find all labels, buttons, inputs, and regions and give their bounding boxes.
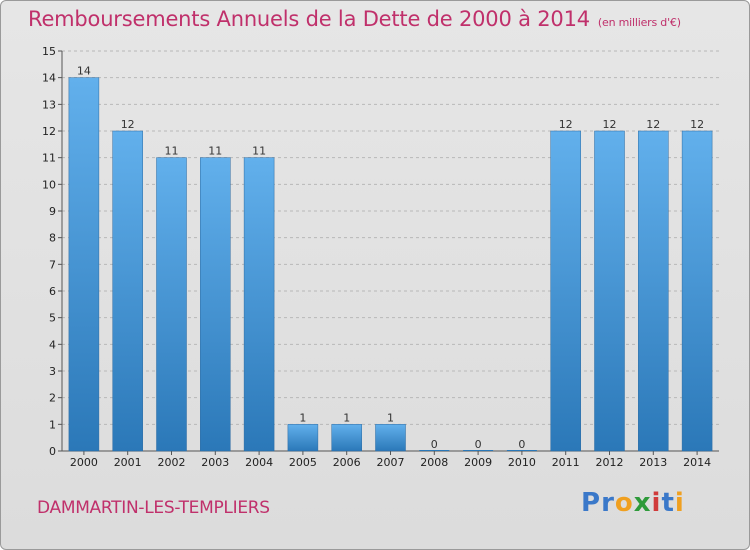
y-tick-label: 5: [49, 312, 56, 325]
bar: [243, 157, 275, 452]
bars: [68, 77, 713, 452]
y-tick-label: 13: [42, 98, 56, 111]
x-tick-label: 2012: [596, 456, 624, 469]
y-tick-label: 6: [49, 285, 56, 298]
unit-label: (en milliers d'€): [597, 16, 681, 29]
x-tick-label: 2007: [377, 456, 405, 469]
bar: [594, 130, 625, 452]
bar-value-label: 12: [559, 118, 573, 131]
bar: [331, 424, 362, 452]
x-tick-label: 2001: [114, 456, 142, 469]
y-tick-label: 9: [49, 205, 56, 218]
x-tick-label: 2002: [158, 456, 186, 469]
x-tick-label: 2014: [683, 456, 711, 469]
bar: [375, 424, 406, 452]
x-tick-label: 2010: [508, 456, 536, 469]
logo-letter: r: [601, 488, 615, 518]
y-tick-label: 0: [49, 445, 56, 458]
y-tick-label: 15: [42, 45, 56, 58]
proxiti-logo: Proxiti: [581, 488, 685, 518]
x-tick-label: 2004: [245, 456, 273, 469]
y-tick-label: 10: [42, 178, 56, 191]
place-name: DAMMARTIN-LES-TEMPLIERS: [37, 498, 270, 518]
bar: [287, 424, 319, 452]
bar: [68, 77, 100, 452]
bar-value-label: 12: [646, 118, 660, 131]
bar-value-label: 0: [518, 438, 525, 451]
bar-value-label: 1: [299, 411, 306, 424]
x-tick-label: 2006: [333, 456, 361, 469]
x-tick-label: 2003: [201, 456, 229, 469]
x-tick-label: 2000: [70, 456, 98, 469]
y-tick-label: 1: [49, 418, 56, 431]
bar-value-label: 0: [431, 438, 438, 451]
bar-value-label: 1: [387, 411, 394, 424]
logo-letter: t: [661, 488, 675, 518]
y-tick-label: 11: [42, 152, 56, 165]
bar-value-label: 12: [603, 118, 617, 131]
logo-letter: x: [633, 488, 652, 518]
logo-letter: i: [651, 488, 662, 518]
bar-value-label: 11: [252, 145, 266, 158]
bar-value-label: 12: [690, 118, 704, 131]
bar-value-label: 14: [77, 65, 91, 78]
bar: [550, 130, 581, 452]
bar-value-label: 11: [208, 145, 222, 158]
bar: [681, 130, 713, 452]
y-tick-label: 4: [49, 338, 56, 351]
x-tick-label: 2009: [464, 456, 492, 469]
y-tick-label: 14: [42, 72, 56, 85]
y-tick-label: 3: [49, 365, 56, 378]
x-tick-label: 2005: [289, 456, 317, 469]
x-tick-label: 2008: [420, 456, 448, 469]
logo-letter: P: [581, 488, 602, 518]
y-tick-label: 7: [49, 258, 56, 271]
y-tick-label: 2: [49, 392, 56, 405]
bar: [638, 130, 669, 452]
x-tick-labels: 2000 2001 2002 2003 2004 2005 2006 2007 2008 2009…: [70, 456, 711, 469]
bar: [156, 157, 187, 452]
x-tick-label: 2011: [552, 456, 580, 469]
chart-title: Remboursements Annuels de la Dette de 20…: [28, 7, 681, 31]
chart-title-text: Remboursements Annuels de la Dette de 20…: [28, 7, 590, 31]
x-tick-label: 2013: [639, 456, 667, 469]
bar-value-label: 11: [165, 145, 179, 158]
y-tick-label: 8: [49, 232, 56, 245]
logo-letter: i: [674, 488, 685, 518]
logo-letter: o: [614, 488, 634, 518]
bar-value-label: 12: [121, 118, 135, 131]
bar-value-label: 0: [475, 438, 482, 451]
bar: [112, 130, 143, 452]
y-tick-label: 12: [42, 125, 56, 138]
bar-value-label: 1: [343, 411, 350, 424]
bar: [200, 157, 231, 452]
